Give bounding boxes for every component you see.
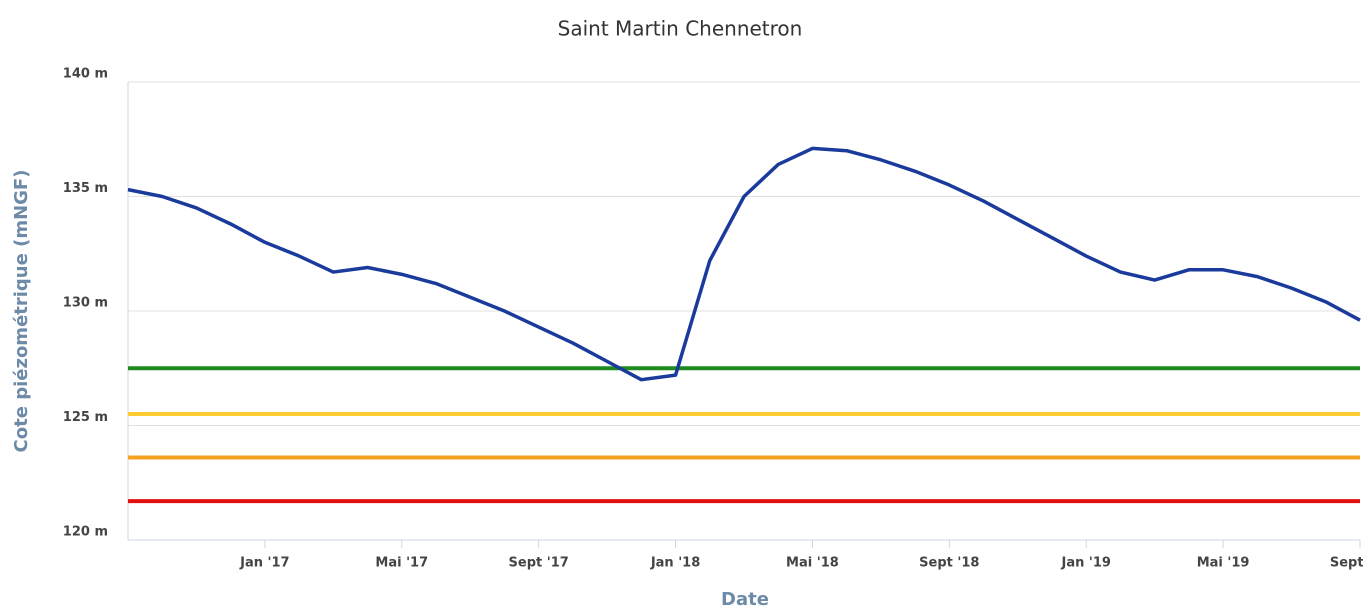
x-tick-label: Jan '18 (650, 556, 700, 571)
x-axis-label: Date (721, 589, 769, 610)
x-tick-label: Mai '18 (786, 556, 839, 571)
y-axis-label: Cote piézométrique (mNGF) (11, 170, 32, 453)
x-tick-label: Sept '18 (919, 556, 979, 571)
y-tick-label: 125 m (63, 410, 108, 425)
chart-title: Saint Martin Chennetron (558, 17, 803, 41)
y-tick-label: 130 m (63, 296, 108, 311)
x-tick-label: Sept '19 (1330, 556, 1363, 571)
x-tick-label: Sept '17 (509, 556, 569, 571)
y-tick-label: 135 m (63, 181, 108, 196)
x-tick-label: Mai '17 (375, 556, 428, 571)
x-tick-label: Mai '19 (1197, 556, 1250, 571)
y-tick-label: 120 m (63, 525, 108, 540)
x-tick-label: Jan '19 (1060, 556, 1110, 571)
data-line (127, 146, 1361, 382)
y-tick-label: 140 m (63, 67, 108, 82)
x-tick-label: Jan '17 (239, 556, 289, 571)
